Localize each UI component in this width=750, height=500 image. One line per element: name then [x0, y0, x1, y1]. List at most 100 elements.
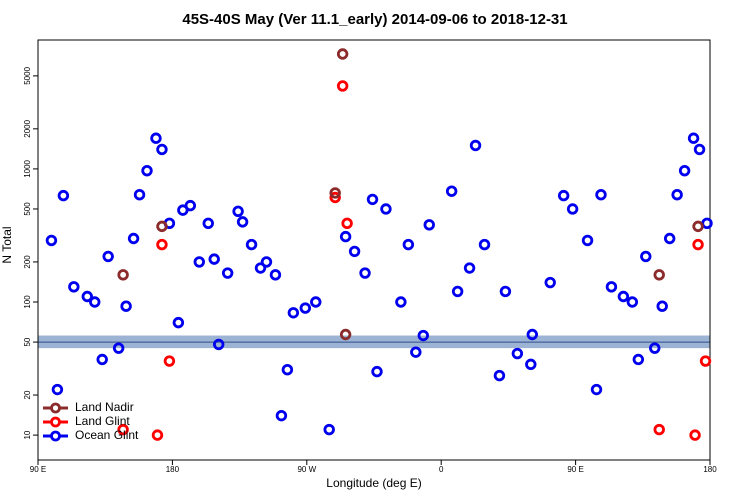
point: [410, 346, 422, 358]
point: [493, 369, 506, 382]
point: [281, 363, 294, 376]
point: [671, 189, 683, 201]
plot-frame: [37, 39, 711, 461]
point: [299, 302, 312, 314]
point: [156, 143, 168, 156]
point: [423, 219, 435, 231]
point: [156, 238, 168, 251]
y-tick-label: 10: [23, 430, 32, 439]
point: [232, 205, 244, 218]
point: [348, 245, 361, 258]
y-tick-label: 5000: [23, 66, 32, 84]
point: [701, 217, 713, 230]
point: [127, 232, 140, 245]
point: [526, 328, 538, 341]
point: [380, 203, 392, 215]
point: [150, 132, 162, 144]
point: [678, 164, 691, 177]
point: [117, 423, 129, 436]
point: [626, 296, 639, 308]
y-tick-label: 50: [23, 337, 32, 346]
x-tick-label: 90 W: [297, 465, 316, 474]
point: [653, 269, 665, 281]
point: [45, 234, 58, 247]
point: [269, 269, 282, 281]
point: [329, 191, 341, 204]
point: [366, 193, 379, 206]
x-tick-label: 180: [703, 465, 717, 474]
point: [96, 353, 108, 366]
point: [605, 281, 618, 293]
point: [653, 423, 665, 436]
point: [692, 220, 704, 233]
point: [689, 429, 701, 441]
point: [566, 203, 579, 215]
point: [310, 296, 322, 308]
point: [236, 216, 249, 228]
y-tick-label: 500: [23, 202, 32, 216]
point: [193, 256, 205, 268]
point: [371, 365, 383, 378]
legend-swatch-marker: [50, 416, 61, 428]
point: [172, 316, 185, 329]
y-tick-label: 200: [23, 255, 32, 269]
y-axis-label: N Total: [0, 226, 14, 263]
point: [202, 217, 214, 230]
point: [260, 256, 273, 268]
point: [359, 267, 371, 279]
point: [117, 269, 129, 281]
point: [339, 230, 352, 243]
point: [590, 383, 603, 396]
point: [339, 328, 352, 341]
point: [184, 199, 197, 212]
x-tick-label: 90 E: [567, 465, 583, 474]
point: [699, 355, 712, 367]
y-tick-label: 20: [23, 390, 32, 399]
point: [341, 217, 353, 230]
point: [617, 290, 630, 303]
point: [89, 296, 101, 308]
y-tick-label: 2000: [23, 119, 32, 137]
point: [141, 164, 153, 177]
point: [692, 238, 704, 251]
point: [133, 189, 146, 201]
point: [156, 220, 168, 233]
x-axis-label: Longitude (deg E): [326, 476, 421, 490]
legend-label: Ocean Glint: [75, 428, 139, 442]
point: [68, 281, 80, 293]
point: [656, 300, 668, 312]
point: [163, 355, 176, 367]
point: [649, 342, 661, 354]
point: [499, 285, 512, 298]
point: [51, 383, 64, 396]
point: [112, 342, 125, 354]
point: [451, 285, 464, 298]
y-tick-label: 100: [23, 295, 32, 309]
point: [595, 189, 607, 201]
point: [395, 296, 407, 308]
x-tick-label: 180: [166, 465, 180, 474]
point: [254, 262, 267, 274]
point: [511, 347, 524, 360]
point: [469, 139, 482, 152]
point: [287, 307, 300, 319]
point: [323, 423, 335, 436]
legend-swatch-marker: [50, 430, 61, 442]
point: [463, 262, 476, 274]
point: [557, 189, 570, 202]
point: [336, 48, 349, 60]
point: [478, 238, 491, 251]
point: [221, 267, 234, 279]
legend-label: Land Nadir: [75, 400, 134, 414]
point: [212, 338, 225, 351]
point: [581, 234, 594, 247]
point: [57, 189, 70, 202]
point: [663, 232, 676, 245]
point: [120, 300, 132, 312]
point: [275, 409, 288, 422]
point: [417, 329, 429, 342]
point: [445, 185, 458, 197]
point: [402, 238, 415, 251]
point: [632, 353, 645, 366]
point: [525, 358, 537, 371]
